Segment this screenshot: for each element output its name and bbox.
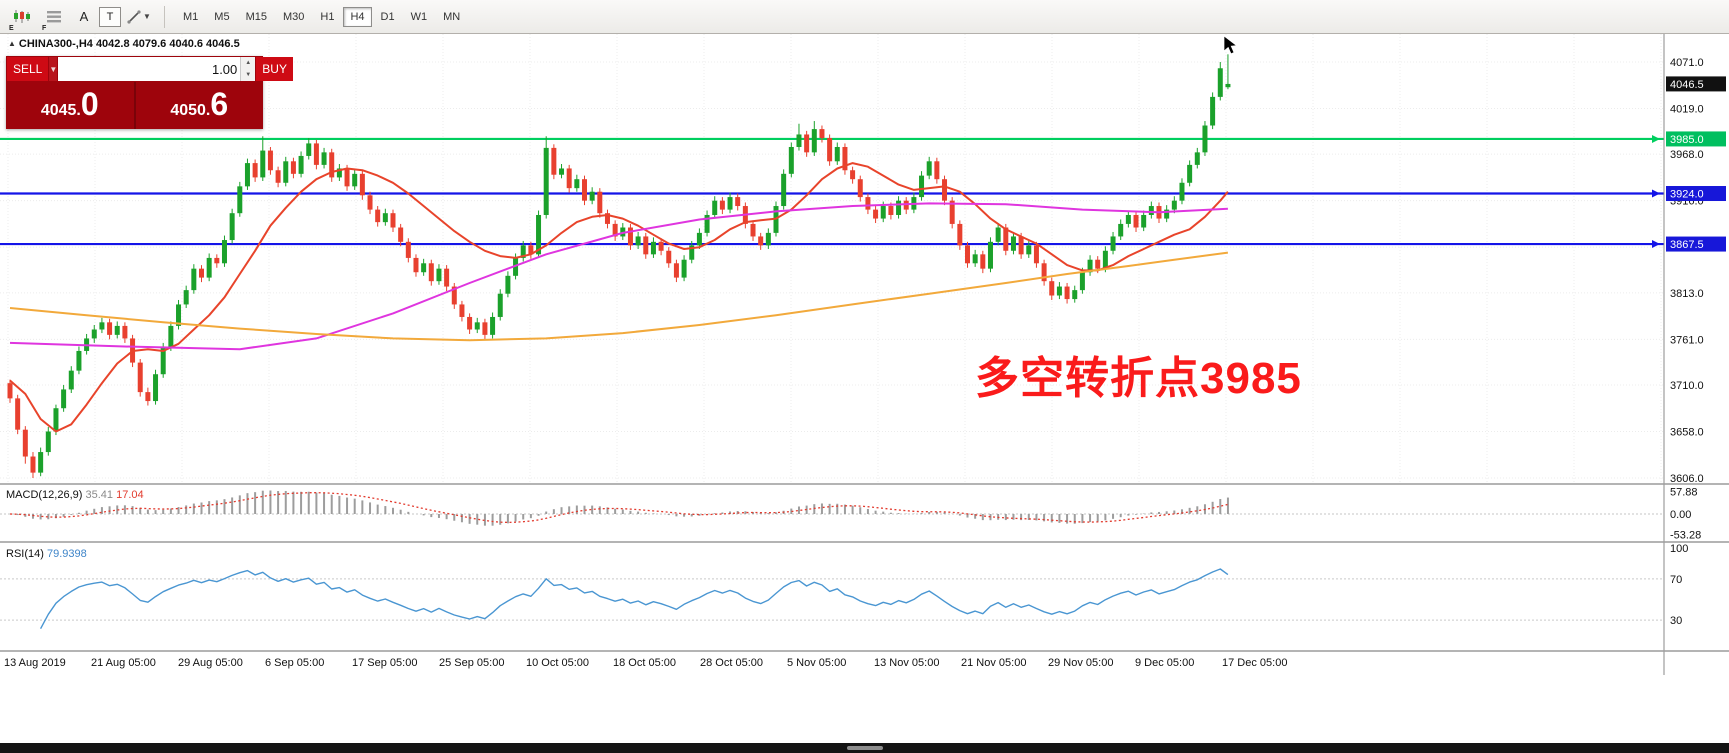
chart-annotation-text: 多空转折点3985 bbox=[975, 354, 1302, 403]
volume-up-icon[interactable]: ▲ bbox=[241, 57, 256, 69]
panel-separators bbox=[0, 483, 1729, 652]
text-box-tool-button[interactable]: T bbox=[99, 6, 121, 27]
svg-text:100: 100 bbox=[1670, 543, 1688, 555]
svg-text:0.00: 0.00 bbox=[1670, 509, 1691, 521]
bottom-bar-handle[interactable] bbox=[847, 746, 883, 750]
svg-text:29 Nov 05:00: 29 Nov 05:00 bbox=[1048, 657, 1113, 669]
timeframe-group: M1 M5 M15 M30 H1 H4 D1 W1 MN bbox=[175, 6, 468, 27]
svg-text:4046.5: 4046.5 bbox=[1670, 79, 1704, 91]
svg-text:13 Nov 05:00: 13 Nov 05:00 bbox=[874, 657, 939, 669]
svg-text:3606.0: 3606.0 bbox=[1670, 473, 1704, 485]
timeframe-button-m1[interactable]: M1 bbox=[176, 7, 205, 27]
trendline-tool-icon bbox=[127, 9, 141, 24]
bottom-bar bbox=[0, 743, 1729, 753]
sell-price[interactable]: 4045. 0 bbox=[6, 82, 134, 129]
symbol-ohlc-text: CHINA300-,H4 4042.8 4079.6 4040.6 4046.5 bbox=[18, 38, 240, 50]
volume-dropdown-button[interactable]: ▼ bbox=[49, 57, 58, 81]
volume-input[interactable] bbox=[58, 57, 241, 81]
sell-price-big-digit: 0 bbox=[80, 86, 99, 122]
ma-mid-magenta bbox=[9, 202, 1228, 351]
svg-text:4071.0: 4071.0 bbox=[1670, 57, 1704, 69]
svg-text:18 Oct 05:00: 18 Oct 05:00 bbox=[613, 657, 676, 669]
chart-symbol-ohlc: ▲ CHINA300-,H4 4042.8 4079.6 4040.6 4046.… bbox=[8, 38, 240, 50]
timeframe-button-h1[interactable]: H1 bbox=[313, 7, 341, 27]
toolbar-separator bbox=[164, 5, 165, 28]
timeframe-button-mn[interactable]: MN bbox=[436, 7, 467, 27]
candles bbox=[7, 54, 1231, 478]
ea-list-chart-button[interactable]: F bbox=[39, 3, 69, 32]
macd-label: MACD(12,26,9) 35.41 17.04 bbox=[6, 489, 144, 501]
mini-candlestick-chart-icon bbox=[14, 9, 30, 23]
svg-text:9 Dec 05:00: 9 Dec 05:00 bbox=[1135, 657, 1194, 669]
svg-text:3867.5: 3867.5 bbox=[1670, 239, 1704, 251]
grid bbox=[0, 34, 1664, 484]
buy-price[interactable]: 4050. 6 bbox=[136, 82, 264, 129]
mouse-cursor bbox=[1223, 35, 1238, 55]
svg-text:10 Oct 05:00: 10 Oct 05:00 bbox=[526, 657, 589, 669]
svg-text:29 Aug 05:00: 29 Aug 05:00 bbox=[178, 657, 243, 669]
svg-text:57.88: 57.88 bbox=[1670, 487, 1698, 499]
svg-text:25 Sep 05:00: 25 Sep 05:00 bbox=[439, 657, 504, 669]
time-axis: 13 Aug 2019 21 Aug 05:00 29 Aug 05:00 6 Sep… bbox=[4, 657, 1287, 669]
svg-text:70: 70 bbox=[1670, 574, 1682, 586]
buy-button[interactable]: BUY bbox=[256, 57, 293, 81]
draw-tool-dropdown-button[interactable]: ▼ bbox=[124, 3, 154, 31]
svg-text:3658.0: 3658.0 bbox=[1670, 426, 1704, 438]
buy-price-big-digit: 6 bbox=[210, 86, 229, 122]
rsi-line bbox=[39, 568, 1229, 630]
timeframe-button-m15[interactable]: M15 bbox=[239, 7, 274, 27]
macd-signal-line bbox=[9, 492, 1229, 524]
volume-field: ▲ ▼ bbox=[58, 57, 256, 81]
sell-price-small: 4045. bbox=[40, 102, 81, 119]
svg-text:28 Oct 05:00: 28 Oct 05:00 bbox=[700, 657, 763, 669]
ea-badge-f: F bbox=[42, 24, 47, 32]
toolbar: E F A T ▼ M1 M5 M15 M30 H1 H4 D1 W1 MN bbox=[0, 0, 1729, 34]
rsi-panel: 100 70 30 RSI(14) 79.9398 bbox=[0, 543, 1688, 630]
macd-panel: 57.88 0.00 -53.28 MACD(12,26,9) 35.41 17.04 bbox=[0, 487, 1701, 542]
volume-spinner: ▲ ▼ bbox=[240, 57, 256, 81]
chevron-down-icon: ▼ bbox=[143, 12, 151, 21]
expand-triangle-icon: ▲ bbox=[8, 39, 16, 48]
svg-text:5 Nov 05:00: 5 Nov 05:00 bbox=[787, 657, 846, 669]
svg-text:21 Aug 05:00: 21 Aug 05:00 bbox=[91, 657, 156, 669]
svg-text:30: 30 bbox=[1670, 615, 1682, 627]
sell-button[interactable]: SELL bbox=[7, 57, 49, 81]
svg-text:3710.0: 3710.0 bbox=[1670, 380, 1704, 392]
svg-text:13 Aug 2019: 13 Aug 2019 bbox=[4, 657, 66, 669]
trade-panel-prices: 4045. 0 4050. 6 bbox=[6, 82, 263, 129]
ma-slow-orange bbox=[9, 251, 1229, 342]
ea-badge-e: E bbox=[9, 24, 14, 32]
svg-text:6 Sep 05:00: 6 Sep 05:00 bbox=[265, 657, 324, 669]
svg-text:17 Dec 05:00: 17 Dec 05:00 bbox=[1222, 657, 1287, 669]
timeframe-button-m5[interactable]: M5 bbox=[207, 7, 236, 27]
text-label-tool-button[interactable]: A bbox=[72, 5, 96, 29]
timeframe-button-h4[interactable]: H4 bbox=[343, 6, 372, 27]
price-badges: 4046.5 3985.0 3924.0 3867.5 bbox=[1666, 76, 1726, 252]
rsi-label: RSI(14) 79.9398 bbox=[6, 548, 87, 560]
moving-averages bbox=[9, 162, 1229, 433]
svg-text:21 Nov 05:00: 21 Nov 05:00 bbox=[961, 657, 1026, 669]
svg-text:3924.0: 3924.0 bbox=[1670, 189, 1704, 201]
timeframe-button-d1[interactable]: D1 bbox=[374, 7, 402, 27]
svg-text:3968.0: 3968.0 bbox=[1670, 149, 1704, 161]
svg-text:-53.28: -53.28 bbox=[1670, 530, 1701, 542]
timeframe-button-m30[interactable]: M30 bbox=[276, 7, 311, 27]
volume-down-icon[interactable]: ▼ bbox=[241, 69, 256, 81]
buy-price-small: 4050. bbox=[170, 102, 211, 119]
trade-panel-controls: SELL ▼ ▲ ▼ BUY bbox=[6, 56, 293, 82]
timeframe-button-w1[interactable]: W1 bbox=[404, 7, 435, 27]
svg-text:17 Sep 05:00: 17 Sep 05:00 bbox=[352, 657, 417, 669]
svg-text:4019.0: 4019.0 bbox=[1670, 104, 1704, 116]
ma-fast-red bbox=[9, 162, 1229, 433]
svg-text:3985.0: 3985.0 bbox=[1670, 134, 1704, 146]
one-click-trading-panel: SELL ▼ ▲ ▼ BUY 4045. 0 4050. 6 bbox=[6, 56, 293, 129]
svg-text:3761.0: 3761.0 bbox=[1670, 334, 1704, 346]
svg-text:3813.0: 3813.0 bbox=[1670, 288, 1704, 300]
ea-candlestick-chart-button[interactable]: E bbox=[6, 3, 36, 32]
price-divider bbox=[133, 82, 136, 129]
mini-list-chart-icon bbox=[47, 10, 61, 22]
